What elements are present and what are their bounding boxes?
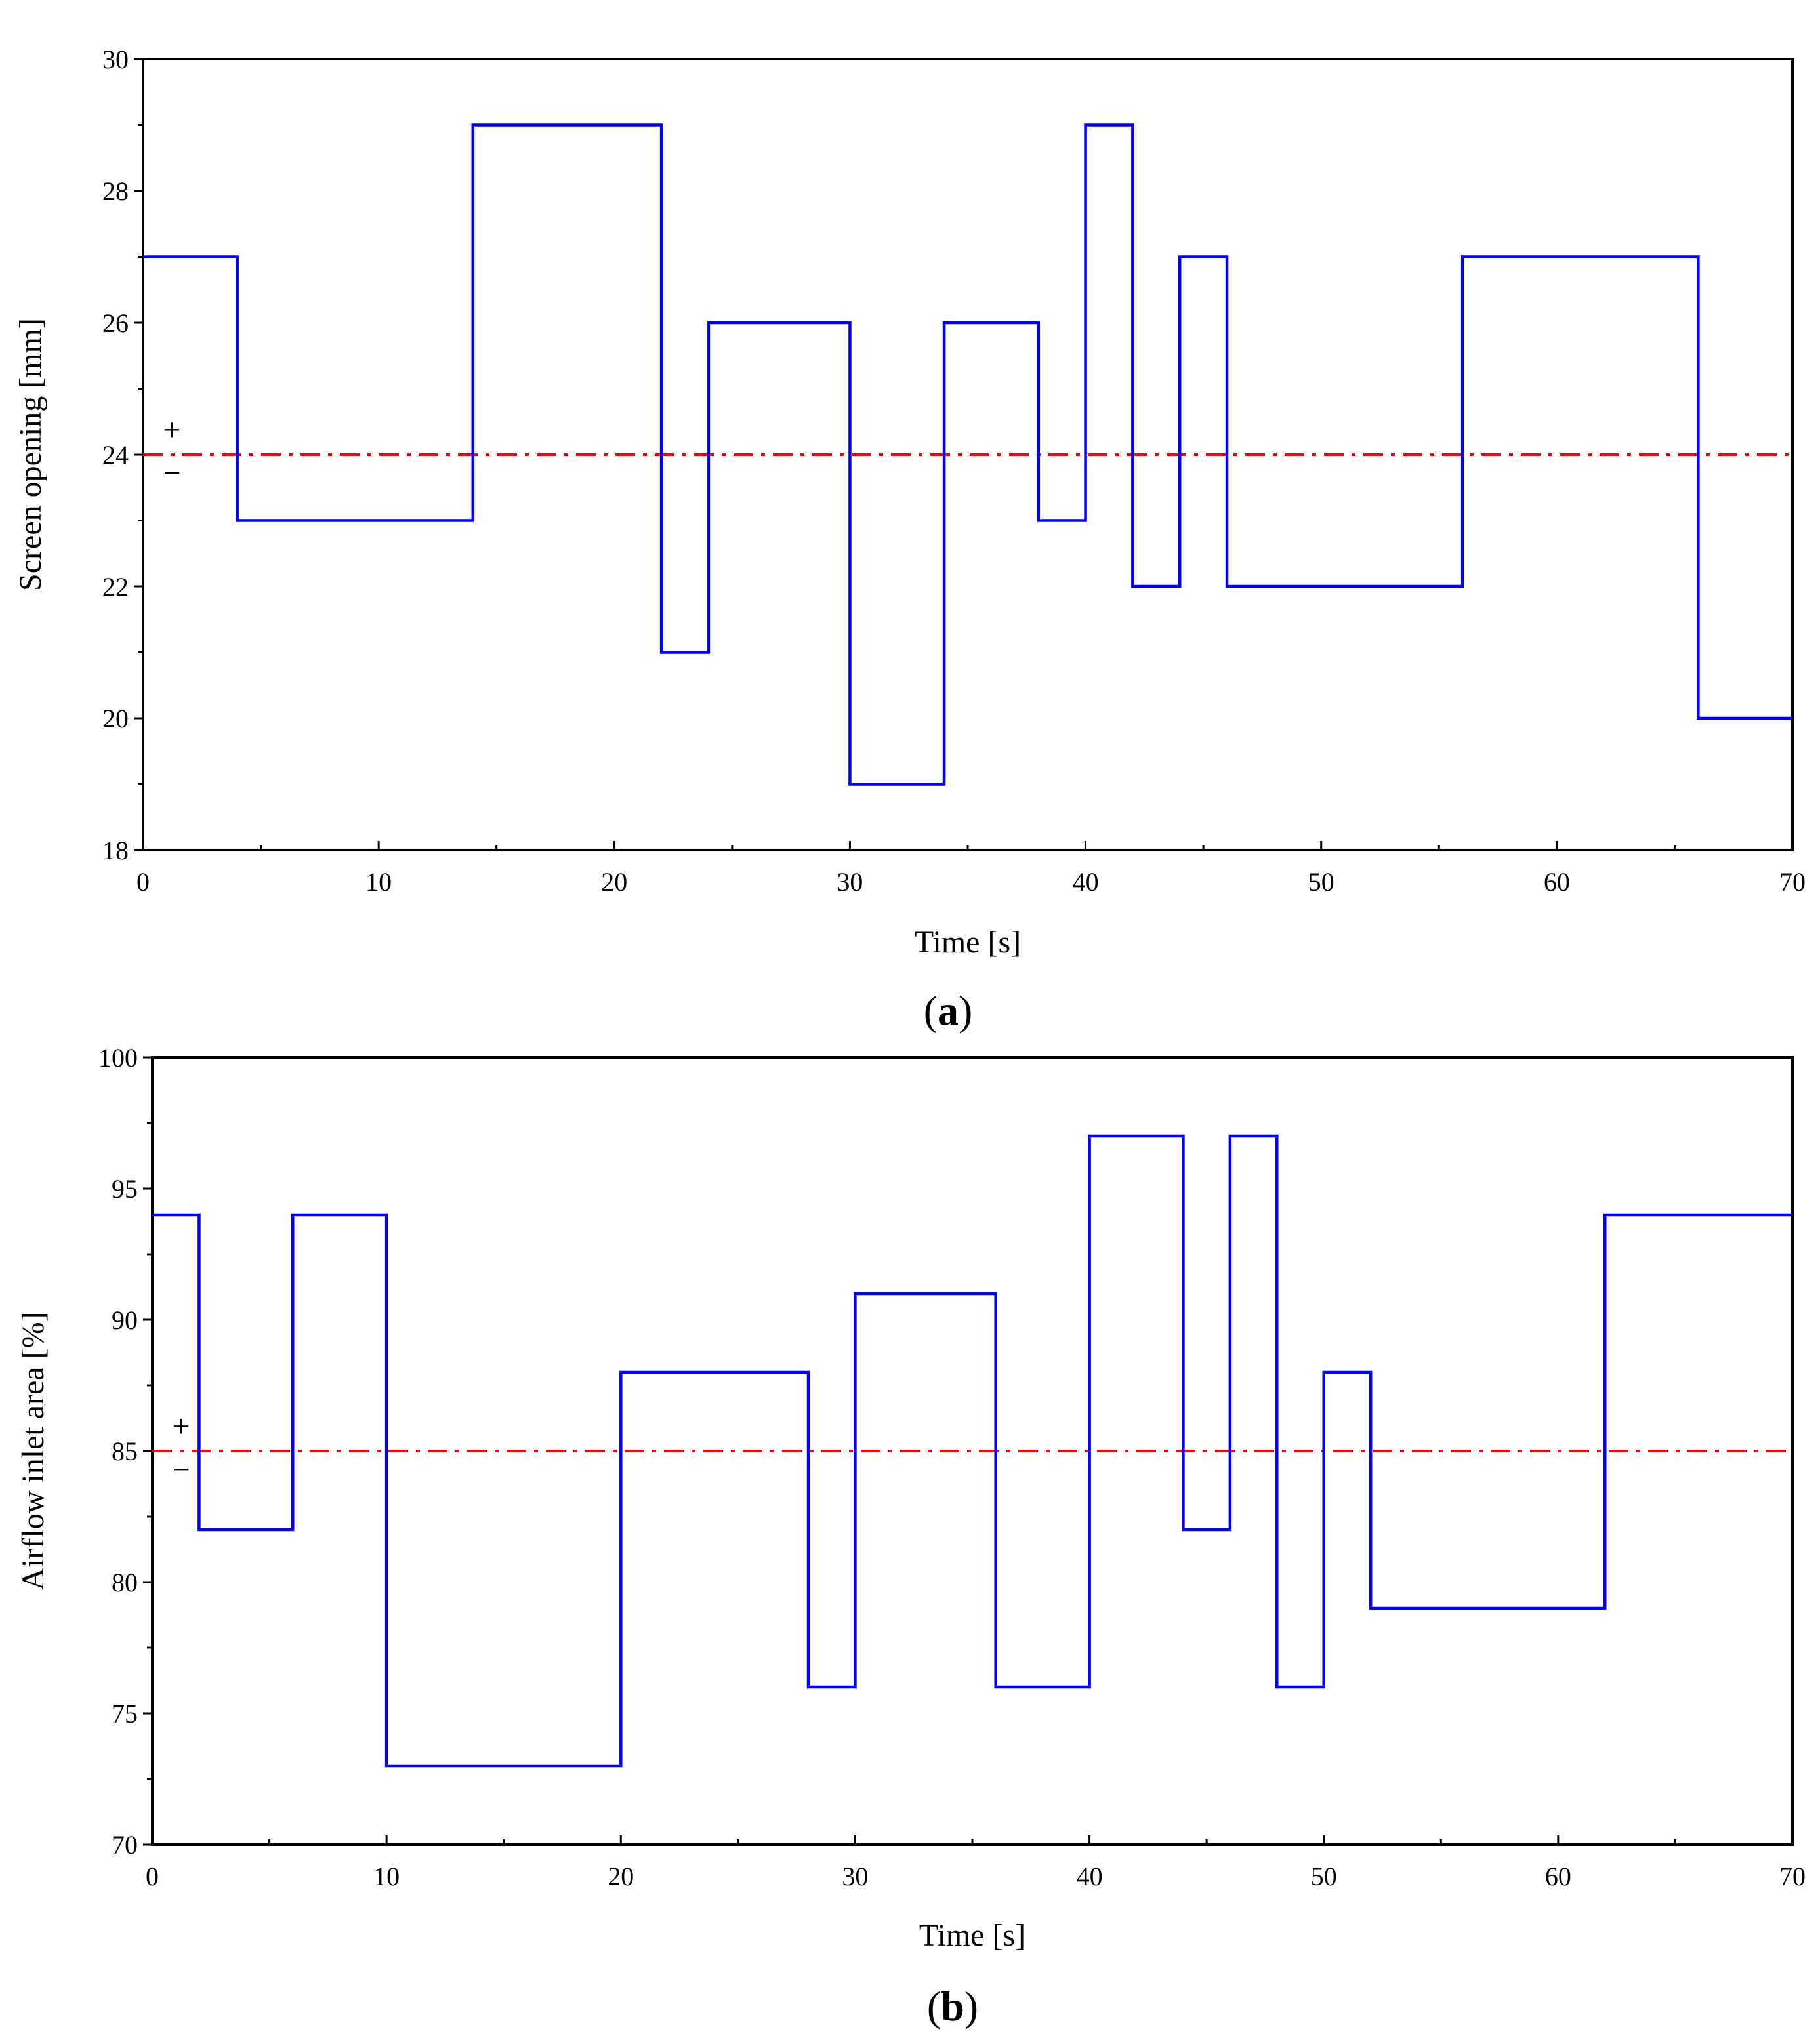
y-tick-label: 24 <box>102 440 129 470</box>
y-axis-title: Screen opening [mm] <box>13 318 48 591</box>
series-step-line <box>143 123 1792 786</box>
y-tick-label: 95 <box>112 1174 138 1204</box>
y-tick-label: 90 <box>112 1305 138 1335</box>
x-tick-label: 10 <box>373 1862 400 1891</box>
plus-sign-label: + <box>163 413 180 447</box>
x-tick-label: 60 <box>1545 1862 1571 1891</box>
y-tick-label: 100 <box>98 1043 138 1072</box>
plus-sign-label: + <box>172 1409 190 1444</box>
y-tick-label: 22 <box>102 572 129 602</box>
x-tick-label: 20 <box>601 867 627 897</box>
y-tick-label: 70 <box>112 1830 138 1860</box>
x-tick-label: 40 <box>1073 867 1099 897</box>
x-tick-label: 70 <box>1779 867 1806 897</box>
x-tick-label: 20 <box>608 1862 634 1891</box>
y-tick-label: 26 <box>102 308 129 338</box>
panel-label: (b) <box>927 1983 978 2030</box>
minus-sign-label: − <box>172 1452 190 1487</box>
x-tick-label: 50 <box>1311 1862 1337 1891</box>
x-tick-label: 0 <box>146 1862 159 1891</box>
chart-panel-b: 0 10 20 30 40 50 60 70 70 75 80 85 90 95 100 Time [s] Ai… <box>16 1043 1806 2030</box>
x-tick-label: 10 <box>365 867 392 897</box>
x-axis-title: Time [s] <box>919 1918 1025 1953</box>
x-tick-label: 30 <box>842 1862 868 1891</box>
x-axis-title: Time [s] <box>915 925 1021 960</box>
y-tick-label: 85 <box>112 1437 138 1466</box>
y-tick-label: 28 <box>102 176 129 206</box>
chart-panel-a: 0 10 20 30 40 50 60 70 18 20 22 24 26 28 30 Time [s] Scr… <box>13 45 1806 1034</box>
x-tick-label: 0 <box>136 867 150 897</box>
y-tick-label: 18 <box>102 836 129 865</box>
series-step-line <box>152 1134 1792 1768</box>
panel-label: (a) <box>924 987 973 1034</box>
x-tick-label: 30 <box>837 867 863 897</box>
x-tick-label: 70 <box>1779 1862 1806 1891</box>
x-tick-label: 40 <box>1077 1862 1103 1891</box>
y-tick-label: 80 <box>112 1568 138 1597</box>
y-tick-label: 30 <box>102 45 129 74</box>
y-tick-label: 75 <box>112 1699 138 1728</box>
y-axis-title: Airflow inlet area [%] <box>16 1311 51 1590</box>
x-tick-label: 60 <box>1544 867 1570 897</box>
x-tick-label: 50 <box>1308 867 1334 897</box>
minus-sign-label: − <box>163 456 180 491</box>
y-tick-label: 20 <box>102 704 129 733</box>
